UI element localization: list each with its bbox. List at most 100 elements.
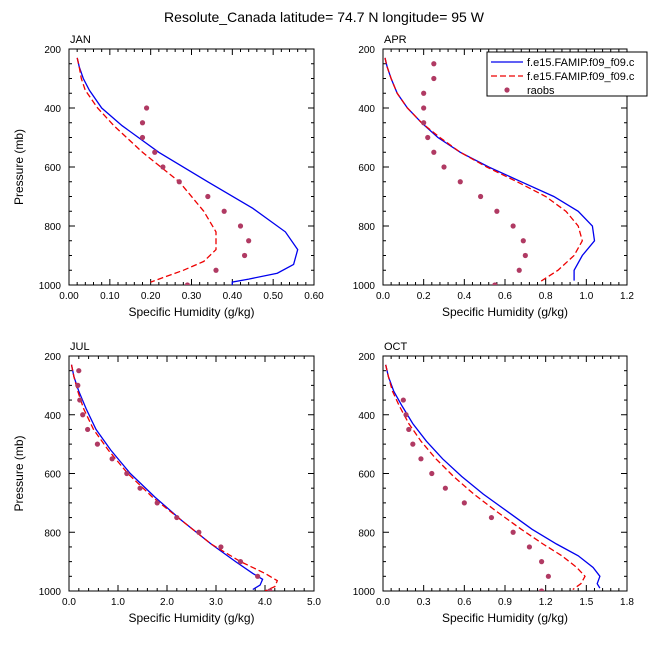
raobs-point xyxy=(418,456,424,462)
x-tick-label: 1.0 xyxy=(111,597,125,608)
x-tick-label: 0.4 xyxy=(457,291,471,302)
y-axis-label: Pressure (mb) xyxy=(12,435,26,511)
x-axis-label: Specific Humidity (g/kg) xyxy=(128,305,254,319)
x-tick-label: 0.2 xyxy=(417,291,431,302)
y-tick-label: 600 xyxy=(358,163,375,174)
panel-title: JAN xyxy=(70,34,91,46)
raobs-point xyxy=(421,105,427,111)
raobs-point xyxy=(80,412,86,418)
model-line-solid xyxy=(76,57,299,285)
x-axis-label: Specific Humidity (g/kg) xyxy=(442,611,568,625)
raobs-point xyxy=(237,223,244,229)
raobs-point xyxy=(431,61,437,67)
raobs-point xyxy=(77,397,83,403)
raobs-point xyxy=(109,456,115,462)
y-tick-label: 800 xyxy=(358,222,375,233)
model-line-dashed xyxy=(70,364,279,591)
raobs-point xyxy=(237,559,244,565)
panel-title: JUL xyxy=(70,341,90,353)
legend-box xyxy=(486,51,648,97)
raobs-point xyxy=(461,500,467,506)
raobs-point xyxy=(246,238,252,244)
y-tick-label: 400 xyxy=(358,104,375,115)
y-tick-label: 1000 xyxy=(39,587,62,598)
y-tick-label: 400 xyxy=(358,411,375,422)
raobs-point xyxy=(421,120,427,126)
raobs-point xyxy=(431,75,437,82)
x-tick-label: 0.0 xyxy=(62,597,76,608)
figure-title: Resolute_Canada latitude= 74.7 N longitu… xyxy=(164,9,485,25)
raobs-point xyxy=(255,573,261,579)
series-group xyxy=(76,57,299,285)
model-line-dashed xyxy=(76,57,217,283)
raobs-point xyxy=(241,252,248,259)
legend-marker xyxy=(504,87,510,93)
x-tick-label: 0.20 xyxy=(141,291,161,302)
raobs-point xyxy=(400,397,406,403)
x-tick-label: 0.9 xyxy=(498,597,512,608)
x-tick-label: 4.0 xyxy=(258,597,272,608)
x-tick-label: 0.30 xyxy=(182,291,202,302)
y-tick-label: 400 xyxy=(44,411,61,422)
x-tick-label: 0.0 xyxy=(376,291,390,302)
raobs-point xyxy=(442,485,448,491)
raobs-point xyxy=(184,282,191,285)
panel-jan: JAN 0.00 0.10 0.20 0.30 0.40 0.50 0.60 200 400 600… xyxy=(12,34,324,319)
x-tick-label: 1.8 xyxy=(620,597,634,608)
panel-jul: JUL 0.0 1.0 2.0 3.0 4.0 5.0 200 400 600 800 1000 Spe… xyxy=(12,341,321,625)
raobs-point xyxy=(213,267,219,273)
y-tick-label: 1000 xyxy=(353,281,376,292)
legend-label: f.e15.FAMIP.f09_f09.c xyxy=(527,71,635,83)
y-tick-label: 600 xyxy=(44,163,61,174)
legend-label: raobs xyxy=(527,85,555,97)
x-tick-label: 0.40 xyxy=(223,291,243,302)
y-tick-label: 600 xyxy=(44,470,61,481)
panel-apr: APR 0.0 0.2 0.4 0.6 0.8 1.0 1.2 200 400 600 800 1000… xyxy=(353,34,635,319)
model-line-dashed xyxy=(384,57,583,283)
raobs-point xyxy=(85,426,91,433)
x-axis-label: Specific Humidity (g/kg) xyxy=(128,611,254,625)
raobs-point xyxy=(154,500,160,506)
raobs-point xyxy=(522,252,528,259)
y-tick-label: 400 xyxy=(44,104,61,115)
raobs-point xyxy=(539,559,545,565)
raobs-point xyxy=(221,208,227,214)
x-tick-label: 0.3 xyxy=(417,597,431,608)
x-tick-label: 0.6 xyxy=(498,291,512,302)
panel-title: APR xyxy=(384,34,407,46)
y-tick-label: 800 xyxy=(358,528,375,539)
x-tick-label: 5.0 xyxy=(307,597,321,608)
raobs-point xyxy=(218,544,224,550)
panels: JAN 0.00 0.10 0.20 0.30 0.40 0.50 0.60 200 400 600… xyxy=(12,34,634,625)
series-group xyxy=(384,57,596,285)
raobs-point xyxy=(124,470,130,477)
raobs-point xyxy=(510,529,516,535)
raobs-point xyxy=(160,164,166,170)
raobs-point xyxy=(139,134,146,141)
raobs-point xyxy=(545,573,551,579)
raobs-point xyxy=(174,514,180,521)
raobs-point xyxy=(539,588,545,591)
x-tick-label: 0.00 xyxy=(59,291,79,302)
x-tick-label: 0.8 xyxy=(539,291,553,302)
raobs-point xyxy=(441,164,447,170)
panel-title: OCT xyxy=(384,341,408,353)
plot-frame xyxy=(68,48,315,286)
y-tick-label: 600 xyxy=(358,470,375,481)
raobs-point xyxy=(176,179,182,185)
x-tick-label: 3.0 xyxy=(209,597,223,608)
raobs-point xyxy=(520,238,526,244)
x-tick-label: 0.50 xyxy=(263,291,283,302)
x-tick-label: 0.0 xyxy=(376,597,390,608)
y-tick-label: 800 xyxy=(44,528,61,539)
raobs-point xyxy=(205,193,211,200)
raobs-point xyxy=(516,267,522,273)
raobs-point xyxy=(488,514,495,521)
panel-oct: OCT 0.0 0.3 0.6 0.9 1.2 1.5 1.8 200 400 600 800 1000… xyxy=(353,341,635,625)
raobs-point xyxy=(492,282,498,285)
plot-frame xyxy=(68,355,315,592)
x-tick-label: 0.10 xyxy=(100,291,120,302)
raobs-point xyxy=(152,149,158,155)
raobs-point xyxy=(143,105,150,111)
raobs-point xyxy=(76,368,82,374)
